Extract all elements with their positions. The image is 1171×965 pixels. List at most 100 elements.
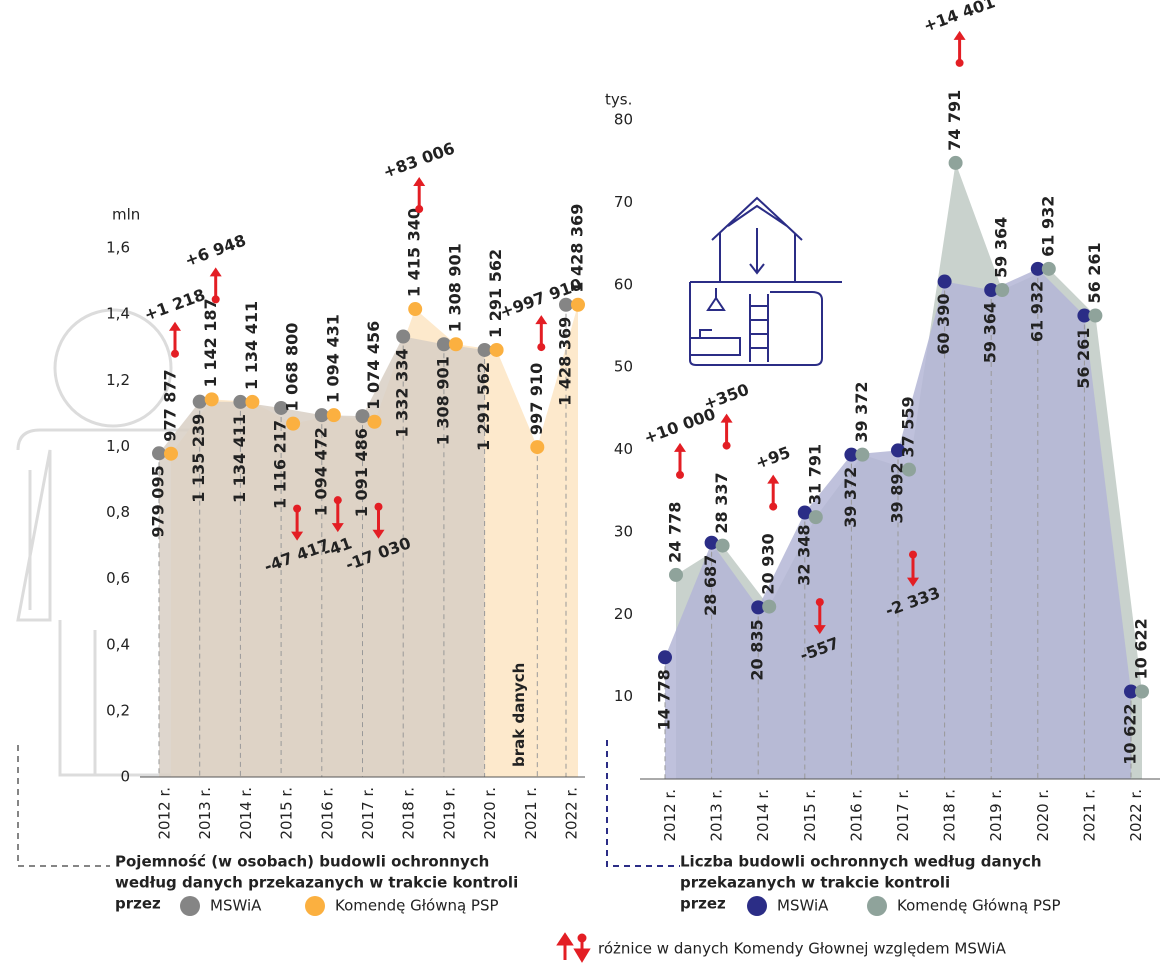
note: różnice w danych Komendy Głownej względe… [598,940,1007,958]
value-label: 1 428 369 [568,204,587,293]
value-label: 1 142 187 [201,298,220,387]
arrow-base [293,504,302,513]
point [1088,308,1103,323]
value-label: 74 791 [945,90,964,151]
value-label: 59 364 [981,302,1000,363]
difference-label: +14 401 [921,0,998,36]
legend-swatch [867,896,887,916]
y-tick-label: 10 [614,687,633,705]
point [937,274,952,289]
x-tick-label: 2016 r. [318,787,336,840]
shelter-icon [689,196,842,366]
point [436,337,451,352]
chart-title: przekazanych w trakcie kontroli [680,874,950,892]
value-label: 1 116 217 [271,420,290,509]
point [948,155,963,170]
point [762,599,777,614]
point [751,600,766,615]
arrow-head [209,267,222,277]
point [152,446,166,461]
arrow-head [169,321,181,331]
point [995,282,1010,297]
y-tick-label: 50 [614,358,633,376]
y-tick-label: 70 [614,193,633,211]
arrow-base [374,502,383,511]
value-label: 997 910 [527,363,546,435]
x-tick-label: 2022 r. [1127,789,1145,842]
value-label: 1 091 486 [352,428,371,517]
point [855,447,870,462]
point [367,414,382,429]
arrow-base [537,343,546,352]
arrow-base [415,205,424,214]
arrow-base [722,441,731,450]
x-tick-label: 2013 r. [708,789,726,842]
point [408,302,423,317]
value-label: 20 930 [759,533,778,594]
point [233,394,248,409]
y-tick-label: 30 [614,522,633,540]
difference-label: +350 [701,380,751,414]
arrow-head [413,177,426,187]
value-label: 1 291 562 [486,249,505,338]
point [902,462,916,477]
point [477,342,492,357]
point [1077,308,1092,323]
x-tick-label: 2019 r. [987,789,1005,842]
value-label: 39 372 [841,467,860,528]
value-label: 28 687 [701,555,720,616]
point [326,408,341,423]
value-label: 20 835 [748,619,767,680]
arrow-base [171,349,179,358]
y-tick-label: 60 [614,275,633,293]
difference-label: +95 [753,443,793,473]
note-icon [556,932,591,963]
point [844,447,859,462]
value-label: 979 095 [149,465,168,537]
point [669,567,683,582]
x-tick-label: 2017 r. [359,787,377,840]
value-label: 1 415 340 [405,208,424,297]
legend-label: Komendę Główną PSP [897,897,1061,915]
value-label: 56 261 [1085,242,1104,303]
arrow-base [909,550,917,559]
value-label: 1 428 369 [556,317,575,406]
arrow-head [907,577,919,587]
value-label: 1 135 239 [189,414,208,503]
chart-title: Pojemność (w osobach) budowli ochronnych [115,853,489,871]
difference-label: +1 218 [142,285,208,325]
arrow-head [767,474,780,484]
point [891,443,905,458]
chart-title: Liczba budowli ochronnych według danych [680,853,1042,871]
value-label: 24 778 [666,502,685,563]
value-label: 60 390 [934,294,953,355]
value-label: 1 308 901 [433,356,452,445]
value-label: 37 559 [899,396,918,457]
point [658,650,672,665]
value-label: 1 074 456 [364,321,383,410]
x-tick-label: 2020 r. [1034,789,1052,842]
difference-label: +6 948 [182,231,248,271]
arrow-base [955,58,964,67]
point [1124,684,1138,699]
value-label: 39 892 [888,462,907,523]
point [245,394,260,409]
x-tick-label: 2014 r. [754,789,772,842]
point [164,446,178,461]
x-tick-label: 2021 r. [1080,789,1098,842]
chart-title: według danych przekazanych w trakcie kon… [115,874,518,892]
legend-swatch [180,896,200,916]
point [808,510,823,525]
point [530,440,545,455]
x-tick-label: 2019 r. [440,787,458,840]
y-tick-label: 1,4 [106,305,130,323]
arrow-base [676,470,684,479]
point [448,337,463,352]
value-label: 61 932 [1027,281,1046,342]
legend-label: MSWiA [777,897,829,915]
value-label: 1 134 411 [230,414,249,503]
x-tick-label: 2012 r. [661,789,679,842]
point [396,329,411,344]
difference-label: +997 910 [497,275,584,322]
value-label: 61 932 [1038,196,1057,257]
